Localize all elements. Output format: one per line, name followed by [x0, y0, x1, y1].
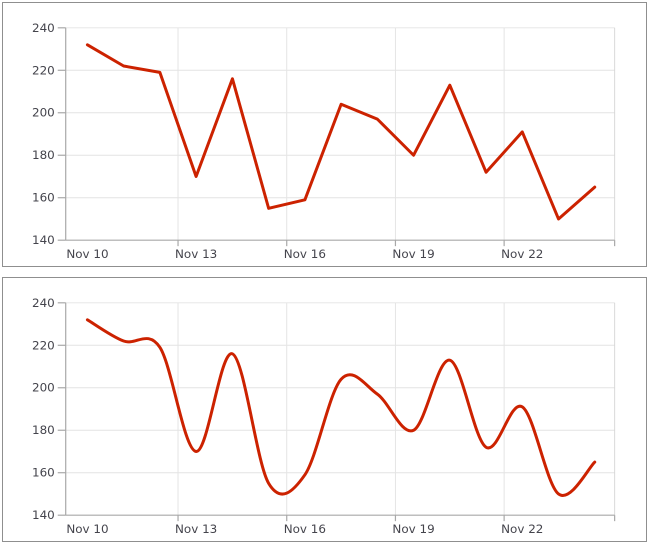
y-tick-label: 240: [31, 20, 54, 34]
y-tick-label: 140: [31, 508, 54, 522]
y-tick-label: 240: [31, 295, 54, 309]
x-tick-label: Nov 22: [501, 522, 543, 536]
y-tick-label: 220: [31, 338, 54, 352]
linear-line-chart-panel: 140 160 180 200 220 240 Nov 10 Nov 13 Nov 16 Nov …: [1, 1, 647, 267]
x-tick-label: Nov 10: [66, 522, 108, 536]
gridlines: [65, 301, 615, 515]
x-tick-label: Nov 16: [283, 247, 325, 261]
smoothed-line-chart-panel: 140 160 180 200 220 240 Nov 10 Nov 13 Nov 16 Nov …: [1, 276, 647, 542]
y-tick-label: 180: [31, 148, 54, 162]
y-tick-label: 160: [31, 465, 54, 479]
y-tick-label: 200: [31, 380, 54, 394]
x-tick-label: Nov 22: [501, 247, 543, 261]
x-tick-label: Nov 16: [283, 522, 325, 536]
x-tick-label: Nov 19: [392, 247, 434, 261]
x-tick-label: Nov 19: [392, 522, 434, 536]
gridlines: [65, 26, 615, 240]
series-line: [85, 317, 596, 497]
series-line: [85, 42, 596, 220]
y-tick-label: 140: [31, 233, 54, 247]
y-tick-label: 200: [31, 105, 54, 119]
x-tick-label: Nov 13: [175, 247, 217, 261]
x-tick-label: Nov 13: [175, 522, 217, 536]
linear-line-chart: 140 160 180 200 220 240 Nov 10 Nov 13 Nov 16 Nov …: [31, 20, 615, 261]
axes: [57, 26, 615, 246]
x-tick-label: Nov 10: [66, 247, 108, 261]
y-tick-label: 160: [31, 190, 54, 204]
axes: [57, 301, 615, 521]
smoothed-line-chart: 140 160 180 200 220 240 Nov 10 Nov 13 Nov 16 Nov …: [31, 295, 615, 536]
y-tick-label: 220: [31, 63, 54, 77]
y-tick-label: 180: [31, 423, 54, 437]
